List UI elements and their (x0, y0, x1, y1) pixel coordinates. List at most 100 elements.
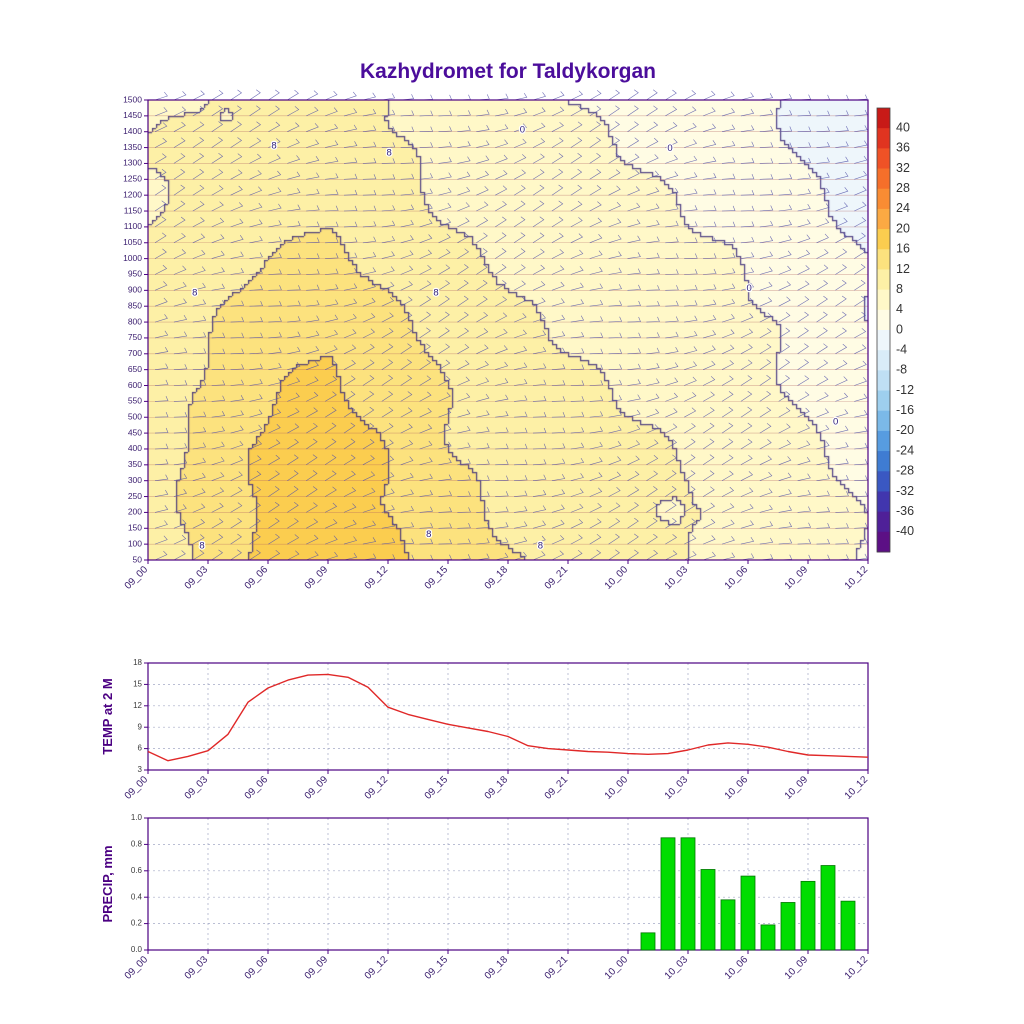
time-tick-label: 09_12 (363, 774, 391, 802)
time-tick-label: 09_03 (183, 954, 211, 982)
panel-y-tick-label: 0.2 (131, 919, 143, 928)
time-tick-label: 09_21 (543, 954, 571, 982)
colorbar-segment (877, 390, 890, 412)
main-y-tick-label: 1000 (123, 253, 142, 263)
time-tick-label: 09_12 (363, 564, 391, 592)
precip-bar (680, 837, 696, 951)
colorbar-tick-label: -28 (896, 464, 914, 478)
main-y-tick-label: 1250 (123, 174, 142, 184)
main-y-tick-label: 250 (128, 491, 142, 501)
colorbar-segment (877, 350, 890, 371)
temperature-heatmap-canvas (148, 100, 868, 560)
colorbar-segment (877, 289, 890, 311)
colorbar-tick-label: 16 (896, 242, 910, 256)
main-y-tick-label: 1300 (123, 158, 142, 168)
main-y-tick-label: 100 (128, 538, 142, 548)
time-tick-label: 10_09 (783, 564, 811, 592)
colorbar-tick-label: 12 (896, 262, 910, 276)
time-tick-label: 09_15 (423, 954, 451, 982)
main-y-tick-label: 800 (128, 316, 142, 326)
colorbar-tick-label: 28 (896, 181, 910, 195)
main-y-tick-label: 1050 (123, 237, 142, 247)
precip-bar (660, 837, 676, 951)
precip-bar (840, 900, 856, 951)
time-tick-label: 09_06 (243, 564, 271, 592)
colorbar-tick-label: 24 (896, 201, 910, 215)
time-tick-label: 09_00 (123, 954, 151, 982)
time-tick-label: 09_12 (363, 954, 391, 982)
main-y-tick-label: 50 (133, 554, 143, 564)
colorbar-tick-label: 36 (896, 141, 910, 155)
panel-y-tick-label: 1.0 (131, 813, 143, 822)
colorbar-segment (877, 410, 890, 432)
colorbar-segment (877, 229, 890, 250)
time-tick-label: 10_12 (843, 564, 871, 592)
colorbar: 4036322824201612840-4-8-12-16-20-24-28-3… (876, 107, 914, 553)
time-tick-label: 10_00 (603, 954, 631, 982)
contour-label: 8 (387, 147, 392, 158)
time-tick-label: 09_21 (543, 774, 571, 802)
time-tick-label: 09_21 (543, 564, 571, 592)
main-y-tick-label: 300 (128, 475, 142, 485)
temp-panel-ylabel: TEMP at 2 M (100, 678, 115, 754)
main-y-tick-label: 200 (128, 507, 142, 517)
time-tick-label: 09_15 (423, 564, 451, 592)
panel-y-tick-label: 0.8 (131, 840, 143, 849)
panel-y-tick-label: 15 (133, 680, 142, 689)
colorbar-segment (877, 148, 890, 169)
panel-y-tick-label: 18 (133, 658, 142, 667)
panel-y-tick-label: 12 (133, 701, 142, 710)
main-y-tick-label: 650 (128, 364, 142, 374)
colorbar-segment (877, 430, 890, 452)
colorbar-segment (877, 208, 890, 230)
main-y-tick-label: 1500 (123, 94, 142, 104)
time-tick-label: 09_03 (183, 774, 211, 802)
panel-y-tick-label: 0.0 (131, 945, 143, 954)
contour-label: 8 (538, 541, 543, 552)
colorbar-segment (877, 370, 890, 391)
main-level-lines (148, 99, 868, 561)
precip-bar (760, 924, 776, 951)
main-y-tick-label: 450 (128, 427, 142, 437)
chart-title: Kazhydromet for Taldykorgan (360, 60, 656, 83)
contour-label: 8 (192, 288, 197, 299)
temp-panel: 3 6 9 12 15 18 TEMP at 2 M (100, 658, 869, 774)
time-tick-label: 09_09 (303, 954, 331, 982)
colorbar-segment (877, 249, 890, 270)
contour-label: 8 (271, 141, 276, 152)
precip-x-axis-labels: 09_00 09_03 09_06 09_09 09_12 09_15 09_18 09_21… (123, 950, 870, 982)
colorbar-segment (877, 309, 890, 331)
colorbar-tick-label: 32 (896, 161, 910, 175)
main-y-tick-label: 1100 (124, 221, 143, 231)
panel-y-tick-label: 9 (138, 722, 143, 731)
panel-y-tick-label: 0.4 (131, 892, 143, 901)
wind-barbs (154, 89, 868, 561)
colorbar-tick-label: -20 (896, 423, 914, 437)
colorbar-segment (877, 330, 890, 351)
main-x-axis-labels: 09_00 09_03 09_06 09_09 09_12 09_15 09_18 09_21… (123, 560, 871, 592)
colorbar-segment (877, 531, 890, 553)
time-tick-label: 09_03 (183, 564, 211, 592)
precip-bar (800, 880, 816, 951)
time-tick-label: 09_06 (243, 774, 271, 802)
main-y-tick-label: 1350 (123, 142, 142, 152)
temp-x-axis-labels: 09_00 09_03 09_06 09_09 09_12 09_15 09_18 09_21… (123, 770, 870, 802)
time-tick-label: 09_09 (303, 564, 331, 592)
main-plot-frame (147, 99, 869, 561)
temp-line-series (147, 673, 869, 762)
colorbar-tick-label: 0 (896, 322, 903, 336)
colorbar-segment (877, 491, 890, 513)
colorbar-tick-label: -36 (896, 504, 914, 518)
panel-y-tick-label: 0.6 (131, 866, 143, 875)
main-y-tick-label: 900 (128, 285, 142, 295)
colorbar-segment (877, 471, 890, 492)
time-tick-label: 09_18 (483, 774, 511, 802)
colorbar-tick-label: -24 (896, 443, 914, 457)
precip-bar (780, 902, 796, 951)
time-tick-label: 09_00 (123, 774, 151, 802)
main-y-tick-label: 350 (128, 459, 142, 469)
main-y-axis-labels: 1500 1450 1400 1350 1300 1250 1200 1150 1100 1050… (123, 94, 148, 564)
main-y-tick-label: 500 (128, 411, 142, 421)
precip-bar (740, 875, 756, 951)
colorbar-tick-label: -12 (896, 383, 914, 397)
